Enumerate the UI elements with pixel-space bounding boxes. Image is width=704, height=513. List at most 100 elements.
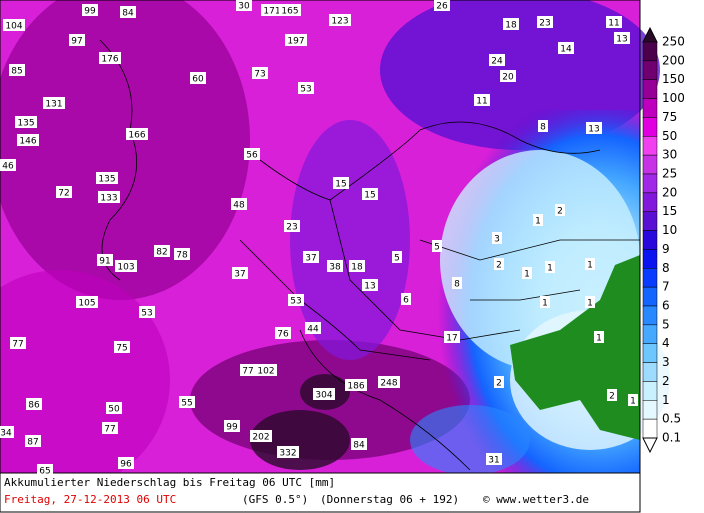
legend-label: 7 bbox=[662, 280, 670, 294]
label-box bbox=[275, 327, 291, 339]
precip-label: 23 bbox=[539, 19, 550, 29]
label-box bbox=[313, 388, 335, 400]
precip-label: 46 bbox=[2, 162, 14, 172]
label-box bbox=[401, 293, 411, 305]
label-box bbox=[261, 4, 283, 16]
precip-label: 31 bbox=[488, 456, 499, 466]
label-box bbox=[522, 267, 532, 279]
label-box bbox=[333, 177, 349, 189]
precip-label: 76 bbox=[277, 330, 289, 340]
footer-date: Freitag, 27-12-2013 06 UTC bbox=[4, 493, 176, 506]
precip-label: 1 bbox=[535, 217, 541, 227]
label-box bbox=[327, 260, 343, 272]
label-box bbox=[434, 0, 450, 11]
precip-label: 133 bbox=[100, 194, 117, 204]
precip-label: 202 bbox=[252, 433, 269, 443]
precip-label: 97 bbox=[71, 37, 82, 47]
label-box bbox=[252, 67, 268, 79]
precip-label: 18 bbox=[351, 263, 363, 273]
precip-label: 8 bbox=[540, 123, 546, 133]
label-box bbox=[277, 446, 299, 458]
precip-label: 13 bbox=[616, 35, 627, 45]
label-box bbox=[244, 148, 260, 160]
precip-label: 131 bbox=[45, 100, 62, 110]
label-box bbox=[126, 128, 148, 140]
label-box bbox=[494, 258, 504, 270]
label-box bbox=[444, 331, 460, 343]
label-box bbox=[349, 260, 365, 272]
label-box bbox=[288, 294, 304, 306]
precip-label: 82 bbox=[156, 248, 167, 258]
legend-label: 0.5 bbox=[662, 412, 681, 426]
legend-swatch bbox=[642, 268, 658, 288]
precip-label: 50 bbox=[108, 405, 120, 415]
label-box bbox=[174, 248, 190, 260]
precip-label: 26 bbox=[436, 2, 448, 12]
legend-label: 2 bbox=[662, 374, 670, 388]
precip-label: 2 bbox=[609, 392, 615, 402]
footer-credit: © www.wetter3.de bbox=[483, 493, 589, 506]
label-box bbox=[236, 0, 252, 11]
precip-label: 165 bbox=[281, 7, 298, 17]
label-box bbox=[9, 64, 25, 76]
precip-label: 84 bbox=[122, 9, 134, 19]
precip-label: 56 bbox=[246, 151, 258, 161]
label-box bbox=[56, 186, 72, 198]
precip-label: 104 bbox=[5, 22, 22, 32]
precip-label: 332 bbox=[279, 449, 296, 459]
map-background bbox=[0, 0, 670, 490]
precip-label: 186 bbox=[347, 382, 364, 392]
footer-box bbox=[0, 472, 641, 513]
legend-label: 20 bbox=[662, 185, 677, 199]
precip-label: 75 bbox=[116, 344, 127, 354]
label-box bbox=[585, 296, 595, 308]
label-box bbox=[432, 240, 442, 252]
label-box bbox=[538, 120, 548, 132]
legend-label: 9 bbox=[662, 242, 670, 256]
label-box bbox=[351, 438, 367, 450]
label-box bbox=[537, 16, 553, 28]
label-box bbox=[545, 261, 555, 273]
label-box bbox=[15, 116, 37, 128]
label-box bbox=[240, 364, 256, 376]
precip-label: 2 bbox=[496, 379, 502, 389]
precip-label: 53 bbox=[141, 309, 152, 319]
label-box bbox=[486, 453, 502, 465]
precip-label: 30 bbox=[238, 2, 250, 12]
label-box bbox=[25, 435, 41, 447]
precip-label: 1 bbox=[542, 299, 548, 309]
label-box bbox=[82, 4, 98, 16]
legend-label: 4 bbox=[662, 336, 670, 350]
label-box bbox=[284, 220, 300, 232]
label-box bbox=[305, 322, 321, 334]
precip-label: 1 bbox=[524, 270, 530, 280]
label-box bbox=[594, 331, 604, 343]
label-box bbox=[558, 42, 574, 54]
precip-label: 96 bbox=[120, 460, 132, 470]
label-box bbox=[250, 430, 272, 442]
precip-label: 1 bbox=[587, 299, 593, 309]
label-box bbox=[607, 389, 617, 401]
label-box bbox=[76, 296, 98, 308]
label-box bbox=[118, 457, 134, 469]
precip-label: 102 bbox=[257, 367, 274, 377]
precip-label: 8 bbox=[454, 280, 460, 290]
label-box bbox=[139, 306, 155, 318]
precip-label: 105 bbox=[78, 299, 95, 309]
legend-label: 150 bbox=[662, 72, 685, 86]
label-box bbox=[26, 398, 42, 410]
label-box bbox=[179, 396, 195, 408]
precip-label: 6 bbox=[403, 296, 409, 306]
legend-swatch bbox=[642, 117, 658, 137]
precip-label: 23 bbox=[286, 223, 297, 233]
label-box bbox=[190, 72, 206, 84]
legend-swatch bbox=[642, 41, 658, 62]
label-box bbox=[115, 260, 137, 272]
label-box bbox=[279, 4, 301, 16]
label-box bbox=[231, 198, 247, 210]
label-box bbox=[452, 277, 462, 289]
precip-label: 1 bbox=[547, 264, 553, 274]
label-box bbox=[345, 379, 367, 391]
precip-label: 84 bbox=[353, 441, 365, 451]
